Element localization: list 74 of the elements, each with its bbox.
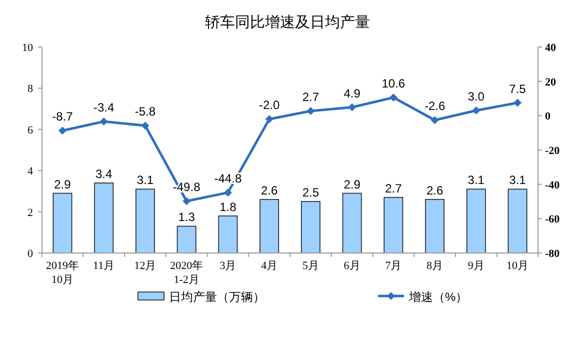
y2-tick-label: -20	[545, 145, 560, 157]
data-label: 3.4	[96, 166, 113, 181]
bar	[466, 188, 486, 254]
x-tick-label: 9月	[468, 260, 484, 272]
bar	[384, 196, 404, 254]
x-tick-label: 5月	[302, 260, 319, 272]
point	[348, 103, 356, 112]
data-label: 3.1	[136, 173, 154, 188]
y2-tick-label: -80	[545, 248, 560, 260]
x-tick-label: 7月	[385, 260, 402, 272]
y2-tick-label: 40	[545, 42, 556, 54]
y-tick-label: 6	[28, 124, 34, 136]
x-tick-label: 4月	[261, 260, 278, 272]
data-label: -5.8	[134, 104, 156, 119]
point	[389, 93, 398, 102]
point	[141, 122, 150, 130]
x-tick-label: 10月	[506, 260, 529, 272]
point	[224, 188, 232, 197]
y-tick-label: 8	[28, 83, 34, 96]
legend-label: 增速（%）	[408, 290, 468, 304]
bar	[218, 216, 238, 254]
point	[182, 197, 191, 206]
bar	[176, 226, 196, 254]
x-tick-label: 2019年 10月	[46, 260, 79, 286]
data-label: 2.5	[302, 186, 320, 200]
data-label: 3.1	[509, 173, 526, 188]
data-label: 1.8	[220, 200, 237, 214]
data-label: 2.6	[426, 183, 444, 198]
bar	[300, 201, 320, 254]
y-tick-label: 0	[28, 248, 34, 260]
data-label: 2.7	[302, 90, 320, 104]
data-label: -2.0	[258, 98, 280, 112]
y-tick-label: 2	[28, 206, 33, 219]
point	[58, 126, 66, 135]
data-label: 3.0	[468, 90, 485, 104]
data-label: 7.5	[509, 82, 526, 96]
data-label: 2.9	[54, 177, 72, 192]
bar	[342, 192, 362, 254]
bar	[425, 199, 444, 254]
point	[514, 98, 522, 107]
x-tick-label: 2020年 1-2月	[170, 260, 204, 286]
x-tick-label: 3月	[220, 260, 236, 272]
bar	[508, 188, 528, 254]
data-label: 3.1	[468, 173, 485, 188]
data-label: 2.6	[260, 183, 278, 198]
y-tick-label: 4	[28, 166, 34, 178]
y2-tick-label: -60	[545, 214, 560, 226]
data-label: 1.3	[178, 210, 196, 224]
bar	[136, 188, 155, 254]
point	[472, 106, 480, 115]
x-tick-label: 6月	[344, 260, 360, 272]
data-label: 2.7	[385, 181, 402, 196]
point	[100, 118, 108, 126]
data-label: -2.6	[424, 99, 446, 114]
data-label: -3.4	[94, 100, 115, 115]
x-tick-label: 8月	[426, 260, 444, 272]
x-tick-label: 12月	[134, 260, 156, 272]
data-label: -8.7	[52, 110, 74, 124]
x-tick-label: 11月	[93, 260, 115, 272]
y-tick-label: 10	[22, 42, 34, 54]
y2-tick-label: 20	[545, 76, 556, 88]
point	[265, 115, 274, 124]
data-label: 10.6	[382, 76, 406, 90]
y2-tick-label: -40	[545, 179, 560, 192]
bar	[52, 192, 72, 254]
point	[430, 116, 439, 124]
bar	[94, 182, 114, 254]
y2-tick-label: 0	[545, 110, 551, 123]
point	[306, 107, 315, 116]
legend-label: 日均产量（万辆）	[169, 290, 265, 304]
data-label: 2.9	[344, 177, 361, 192]
bar	[260, 199, 280, 254]
data-label: 4.9	[344, 86, 361, 100]
chart-title: 轿车同比增速及日均产量	[205, 14, 370, 31]
